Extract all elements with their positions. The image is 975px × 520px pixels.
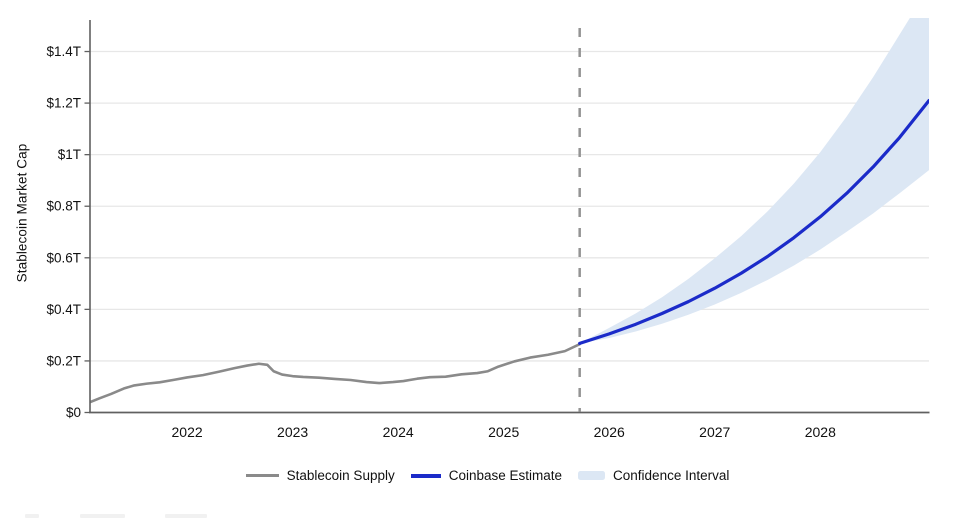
x-tick-label: 2027 (699, 424, 730, 440)
y-tick-label: $1.2T (46, 96, 81, 111)
y-tick-label: $0.6T (46, 250, 81, 265)
legend-label: Coinbase Estimate (448, 468, 563, 483)
legend-swatch (245, 474, 279, 477)
y-tick-label: $0 (66, 405, 81, 420)
legend-label: Confidence Interval (613, 468, 730, 483)
x-tick-label: 2023 (277, 424, 308, 440)
stablecoin-supply-line (90, 342, 581, 404)
y-axis-title: Stablecoin Market Cap (14, 143, 30, 283)
x-tick-label: 2025 (488, 424, 519, 440)
chart-plot: $0 $0.2T $0.4T $0.6T $0.8T $1T $1.2T $1.4T 2022 2… (46, 18, 930, 440)
legend-item-stablecoin-supply: Stablecoin Supply (245, 468, 395, 483)
chart-legend: Stablecoin Supply Coinbase Estimate Confid… (0, 468, 975, 483)
legend-swatch (578, 471, 606, 480)
y-tick-label: $1.4T (46, 44, 81, 59)
legend-item-coinbase-estimate: Coinbase Estimate (410, 468, 563, 483)
x-tick-label: 2026 (594, 424, 625, 440)
x-tick-label: 2028 (805, 424, 836, 440)
legend-label: Stablecoin Supply (286, 468, 395, 483)
y-tick-label: $0.8T (46, 199, 81, 214)
legend-swatch (410, 473, 441, 478)
cropped-text-fragment (25, 514, 39, 518)
cropped-text-fragment (165, 514, 207, 518)
y-tick-label: $0.4T (46, 302, 81, 317)
legend-item-confidence-interval: Confidence Interval (578, 468, 729, 483)
x-tick-label: 2024 (383, 424, 414, 440)
y-tick-label: $1T (58, 147, 81, 162)
coinbase-estimate-line (578, 98, 929, 345)
y-tick-label: $0.2T (46, 353, 81, 368)
cropped-text-fragment (80, 514, 125, 518)
x-tick-label: 2022 (172, 424, 203, 440)
